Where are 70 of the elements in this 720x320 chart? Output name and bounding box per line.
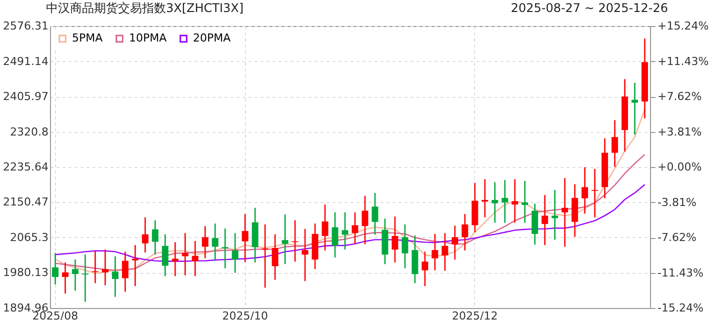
candlestick (532, 203, 538, 246)
candlestick (102, 248, 108, 286)
candlestick (182, 232, 188, 276)
y-tick-label: 2065.3 (10, 231, 48, 244)
candlestick (432, 233, 438, 271)
candlestick (522, 180, 528, 224)
y2-tick-label: +15.24% (658, 20, 709, 32)
candlestick (222, 228, 228, 269)
candlestick (402, 224, 408, 269)
candlestick (492, 182, 498, 224)
y2-tick-label: +7.62% (658, 90, 702, 103)
candlestick (372, 192, 378, 236)
y2-tick-label: +0.00% (658, 160, 702, 174)
y-tick-label: 2405.97 (3, 90, 48, 103)
candlestick (212, 222, 218, 262)
candlestick (282, 214, 288, 265)
candlestick (112, 256, 118, 298)
candlestick (512, 178, 518, 224)
candlestick (502, 179, 508, 224)
legend-label: 10PMA (129, 32, 168, 45)
y-tick-label: 2150.47 (3, 196, 48, 209)
candlestick (592, 168, 598, 218)
candlestick (392, 216, 398, 264)
candlestick (272, 234, 278, 280)
candlestick (92, 250, 98, 284)
candlestick (202, 225, 208, 259)
candlestick (452, 224, 458, 260)
candlestick (122, 251, 128, 292)
candlestick (552, 189, 558, 240)
candlestick (162, 234, 168, 277)
candlestick (612, 119, 618, 168)
candlestick (332, 212, 338, 258)
y-tick-label: 2320.8 (10, 125, 48, 138)
y2-tick-label: +11.43% (658, 54, 709, 68)
candlestick (442, 232, 448, 272)
candlestick (302, 228, 308, 282)
candlestick (242, 213, 248, 263)
candlestick (232, 232, 238, 274)
candlestick (462, 213, 468, 252)
candlestick (152, 220, 158, 256)
candlestick (142, 216, 148, 254)
candlestick (192, 240, 198, 277)
candlestick (132, 244, 138, 287)
y-tick-label: 1980.13 (3, 266, 48, 280)
y2-tick-label: +3.81% (658, 125, 702, 138)
candlestick (82, 254, 88, 302)
y2-tick-label: -3.81% (658, 196, 696, 209)
candlestick (562, 177, 568, 248)
candlestick (352, 212, 358, 244)
y-tick-label: 2491.14 (3, 54, 48, 68)
candlestick (342, 212, 348, 250)
legend-label: 20PMA (193, 32, 232, 45)
candlestick (72, 258, 78, 292)
candlestick (172, 242, 178, 277)
y2-tick-label: -15.24% (658, 302, 704, 314)
candlestick (52, 252, 58, 286)
legend-label: 5PMA (72, 32, 104, 45)
candlestick (322, 204, 328, 252)
y2-tick-label: -11.43% (658, 266, 704, 280)
candlestick (62, 262, 68, 294)
chart-subtitle: 2025-08-27 ~ 2025-12-26 (510, 0, 668, 16)
y-tick-label: 2235.64 (3, 160, 48, 174)
y-tick-label: 2576.31 (3, 20, 48, 32)
candlestick (422, 251, 428, 287)
chart-title: 中汉商品期货交易指数3X[ZHCTI3X] (46, 0, 244, 16)
candlestick (482, 178, 488, 218)
y2-tick-label: -7.62% (658, 231, 696, 244)
candlestick (542, 194, 548, 246)
candlestick (582, 166, 588, 214)
candlestick (362, 195, 368, 245)
